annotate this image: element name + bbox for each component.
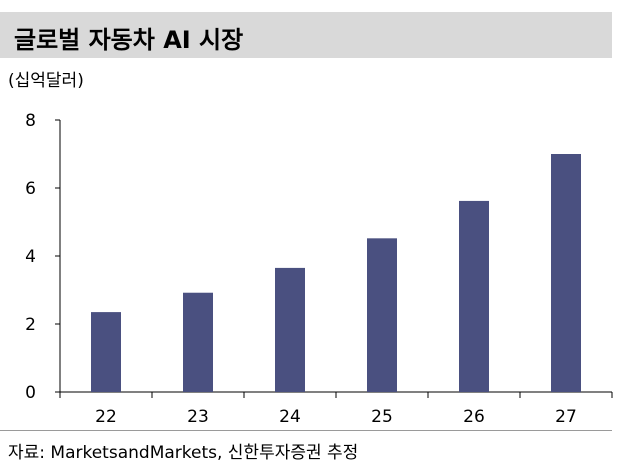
source-note: 자료: MarketsandMarkets, 신한투자증권 추정: [8, 443, 359, 463]
bar-25: [367, 238, 397, 392]
bar-24: [275, 267, 305, 392]
x-tick-label: 27: [555, 407, 577, 427]
y-tick-label: 4: [25, 247, 36, 267]
y-tick-label: 8: [25, 111, 36, 131]
x-tick-label: 24: [279, 407, 301, 427]
bar-26: [459, 200, 489, 392]
x-tick-label: 22: [95, 407, 117, 427]
y-tick-label: 2: [25, 315, 36, 335]
x-tick-label: 26: [463, 407, 485, 427]
y-tick-label: 6: [25, 179, 36, 199]
bar-22: [91, 312, 121, 392]
title-bar: 글로벌 자동차 AI 시장: [0, 12, 612, 58]
y-tick-label: 0: [25, 383, 36, 403]
x-tick-label: 23: [187, 407, 209, 427]
source-divider: [0, 430, 612, 431]
bar-23: [183, 292, 213, 392]
y-axis-unit-label: (십억달러): [8, 71, 84, 91]
bar-27: [551, 154, 581, 392]
chart-title: 글로벌 자동차 AI 시장: [14, 26, 244, 54]
x-tick-label: 25: [371, 407, 393, 427]
